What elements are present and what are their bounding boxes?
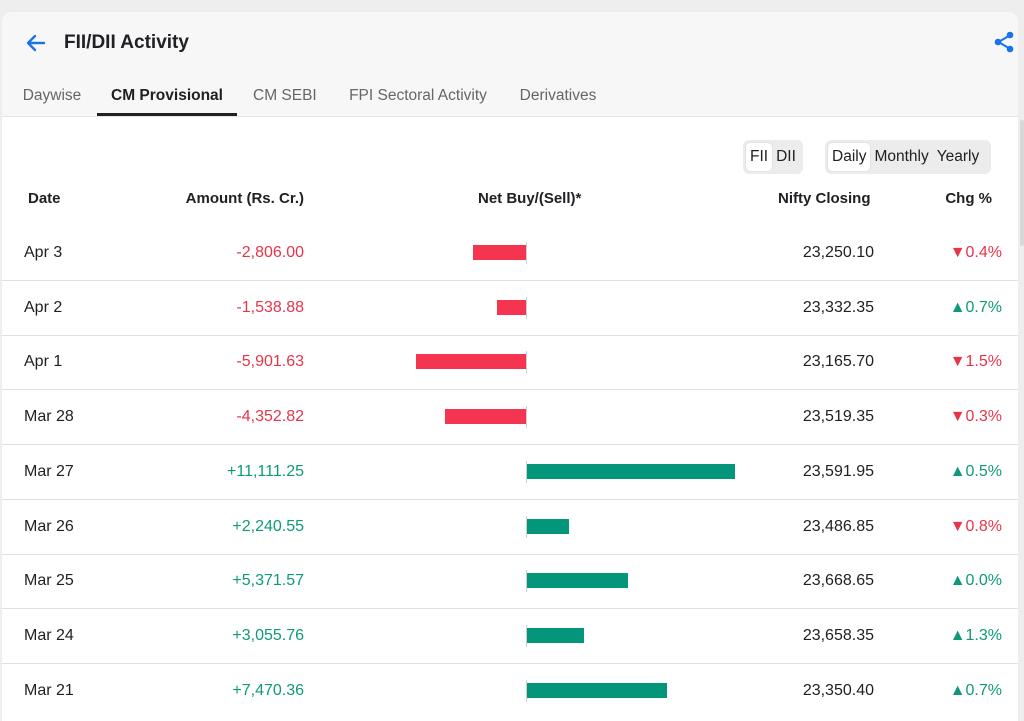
row-date: Apr 3 xyxy=(24,244,63,261)
row-date: Mar 26 xyxy=(24,517,74,535)
row-nifty-closing: 23,668.65 xyxy=(802,572,874,590)
net-buy-sell-bar xyxy=(527,463,735,479)
table-row: Apr 2 -1,538.88 23,332.35 ▲0.7% xyxy=(2,281,1018,336)
column-header-nifty-closing: Nifty Closing xyxy=(778,190,871,207)
row-nifty-closing: 23,350.40 xyxy=(802,681,874,699)
fii-toggle-button[interactable]: FII xyxy=(746,143,773,171)
column-header-amount: Amount (Rs. Cr.) xyxy=(185,190,304,207)
table-row: Apr 3 -2,806.00 23,250.10 ▼0.4% xyxy=(2,226,1018,281)
monthly-toggle-button[interactable]: Monthly xyxy=(874,148,929,165)
row-amount: -4,352.82 xyxy=(236,408,304,426)
row-nifty-closing: 23,658.35 xyxy=(802,626,874,644)
row-nifty-closing: 23,486.85 xyxy=(802,517,874,535)
bar-axis xyxy=(526,570,527,593)
tab-bar: Daywise CM Provisional CM SEBI FPI Secto… xyxy=(2,80,1018,116)
tab-fpi-sectoral-activity[interactable]: FPI Sectoral Activity xyxy=(349,87,487,104)
tab-daywise[interactable]: Daywise xyxy=(22,87,82,104)
bar-axis xyxy=(526,406,527,429)
table-row: Mar 25 +5,371.57 23,668.65 ▲0.0% xyxy=(2,554,1018,610)
row-change-percent: ▲0.5% xyxy=(949,462,1002,480)
net-buy-sell-bar xyxy=(527,627,585,643)
row-change-percent: ▲1.3% xyxy=(949,626,1002,644)
row-date: Mar 21 xyxy=(24,681,74,699)
tab-cm-provisional[interactable]: CM Provisional xyxy=(97,80,237,116)
daily-toggle-button[interactable]: Daily xyxy=(828,143,871,171)
bar-axis xyxy=(526,515,527,538)
column-header-net-buy-sell: Net Buy/(Sell)* xyxy=(478,190,582,207)
table-row: Mar 27 +11,111.25 23,591.95 ▲0.5% xyxy=(2,445,1018,500)
page-title: FII/DII Activity xyxy=(64,32,189,53)
table-row: Mar 28 -4,352.82 23,519.35 ▼0.3% xyxy=(2,390,1018,446)
table-row: Mar 21 +7,470.36 23,350.40 ▲0.7% xyxy=(2,664,1018,718)
row-change-percent: ▼0.8% xyxy=(949,517,1002,535)
row-amount: +5,371.57 xyxy=(232,572,304,590)
net-buy-sell-bar xyxy=(473,245,526,260)
row-change-percent: ▲0.7% xyxy=(949,298,1002,316)
arrow-left-icon[interactable] xyxy=(24,31,48,55)
net-buy-sell-bar xyxy=(527,518,569,534)
row-date: Mar 24 xyxy=(24,626,74,644)
net-buy-sell-bar xyxy=(527,682,667,698)
bar-axis xyxy=(526,351,527,374)
row-change-percent: ▼0.4% xyxy=(949,244,1002,261)
row-nifty-closing: 23,165.70 xyxy=(802,353,874,371)
table-row: Mar 26 +2,240.55 23,486.85 ▼0.8% xyxy=(2,500,1018,555)
row-amount: -1,538.88 xyxy=(236,298,304,316)
bar-axis xyxy=(526,296,527,319)
row-nifty-closing: 23,332.35 xyxy=(802,298,874,316)
tab-cm-sebi[interactable]: CM SEBI xyxy=(253,87,317,104)
net-buy-sell-bar xyxy=(497,299,526,315)
net-buy-sell-bar xyxy=(415,354,526,370)
bar-axis xyxy=(526,679,527,702)
net-buy-sell-bar xyxy=(444,409,526,425)
column-header-date: Date xyxy=(28,190,61,207)
tab-derivatives[interactable]: Derivatives xyxy=(519,87,597,104)
row-change-percent: ▲0.7% xyxy=(949,681,1002,699)
share-icon[interactable] xyxy=(992,30,1016,54)
fii-dii-card: FII/DII Activity Daywise CM Provisional … xyxy=(2,12,1018,721)
row-date: Mar 25 xyxy=(24,572,74,590)
row-nifty-closing: 23,250.10 xyxy=(802,244,874,261)
row-amount: -2,806.00 xyxy=(236,244,304,261)
row-nifty-closing: 23,591.95 xyxy=(802,462,874,480)
table-row: Mar 24 +3,055.76 23,658.35 ▲1.3% xyxy=(2,609,1018,664)
row-date: Mar 27 xyxy=(24,462,74,480)
bar-axis xyxy=(526,460,527,483)
table-row: Apr 1 -5,901.63 23,165.70 ▼1.5% xyxy=(2,335,1018,391)
header: FII/DII Activity Daywise CM Provisional … xyxy=(2,12,1018,117)
row-change-percent: ▼0.3% xyxy=(949,408,1002,426)
yearly-toggle-button[interactable]: Yearly xyxy=(936,148,980,165)
row-amount: +3,055.76 xyxy=(232,626,304,644)
row-date: Mar 28 xyxy=(24,408,74,426)
row-amount: +2,240.55 xyxy=(232,517,304,535)
bar-axis xyxy=(526,242,527,264)
net-buy-sell-bar xyxy=(527,573,628,589)
row-amount: -5,901.63 xyxy=(236,353,304,371)
row-date: Apr 2 xyxy=(24,298,63,316)
investor-toggle: FII DII xyxy=(743,140,803,174)
scrollbar[interactable] xyxy=(1020,120,1024,246)
row-nifty-closing: 23,519.35 xyxy=(802,408,874,426)
row-change-percent: ▲0.0% xyxy=(949,572,1002,590)
bar-axis xyxy=(526,624,527,647)
period-toggle: Daily Monthly Yearly xyxy=(825,140,991,174)
row-date: Apr 1 xyxy=(24,353,63,371)
row-amount: +11,111.25 xyxy=(227,462,304,480)
row-amount: +7,470.36 xyxy=(232,681,304,699)
row-change-percent: ▼1.5% xyxy=(949,353,1002,371)
dii-toggle-button[interactable]: DII xyxy=(776,148,796,165)
column-header-change-percent: Chg % xyxy=(945,190,992,207)
